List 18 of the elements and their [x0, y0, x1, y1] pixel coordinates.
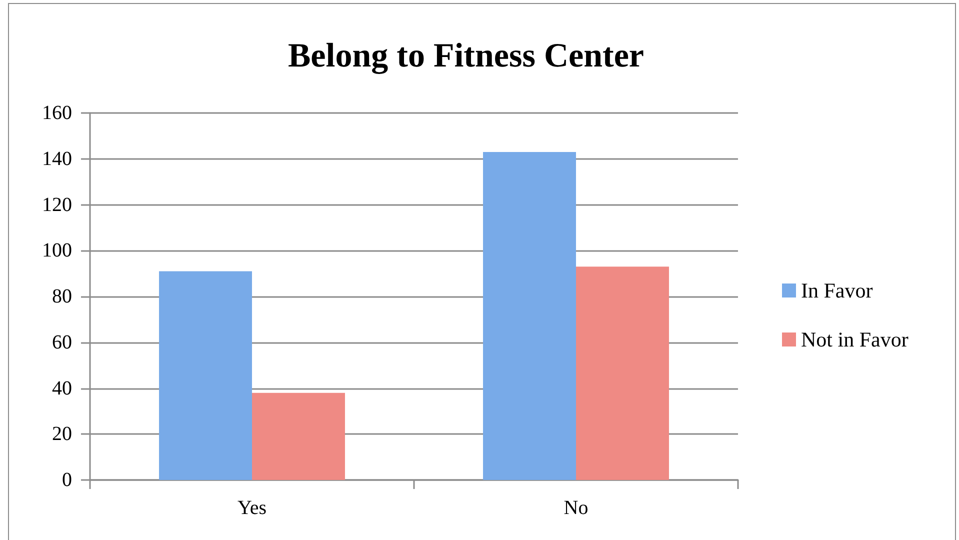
bar	[483, 152, 576, 480]
legend-label: Not in Favor	[801, 328, 908, 352]
chart-title: Belong to Fitness Center	[288, 38, 644, 74]
y-tick-label: 0	[62, 469, 72, 491]
y-tick-label: 80	[52, 286, 72, 308]
y-tick-label: 140	[42, 148, 72, 170]
x-tick-label: Yes	[237, 497, 267, 519]
y-tick-label: 120	[42, 194, 72, 216]
bar	[252, 392, 345, 480]
x-tick-label: No	[564, 497, 588, 519]
y-tick-label: 20	[52, 423, 72, 446]
legend-label: In Favor	[801, 278, 873, 302]
y-tick-label: 160	[42, 102, 72, 124]
bar	[576, 266, 669, 480]
y-tick-label: 40	[52, 377, 72, 400]
y-tick-label: 100	[42, 240, 72, 262]
y-tick-label: 60	[52, 331, 72, 354]
bar	[159, 271, 252, 480]
